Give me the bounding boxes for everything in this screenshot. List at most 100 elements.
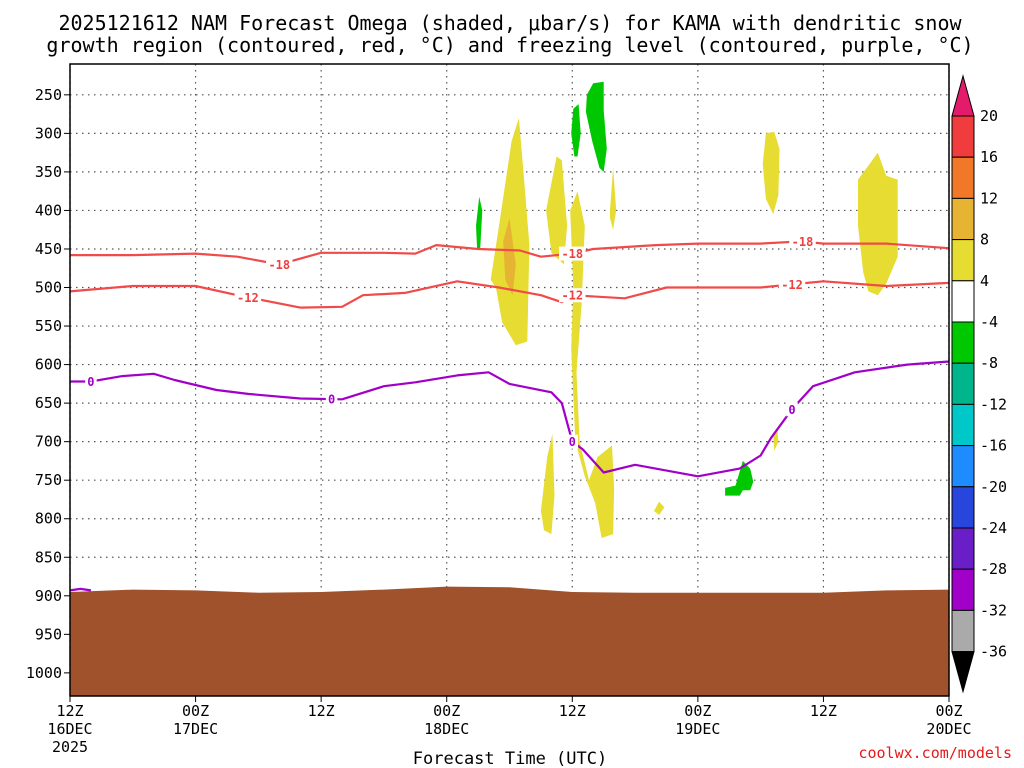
omega-region-sink-4-8-b: [585, 81, 607, 172]
colorbar-label: -24: [980, 519, 1007, 537]
y-tick-label: 450: [35, 240, 62, 258]
colorbar-bin: [951, 403, 975, 447]
colorbar-label: -20: [980, 478, 1007, 496]
y-axis: 250 300 350 400 450 500 550 600 650 700 750 800 850 9…: [26, 86, 70, 682]
grid-lines: [69, 64, 950, 696]
contour-line-0: [70, 360, 950, 478]
x-tick-time: 00Z: [684, 702, 711, 720]
x-tick-date: 17DEC: [173, 720, 218, 738]
colorbar-bin: [951, 445, 975, 488]
colorbar-label: -12: [980, 395, 1007, 413]
contour-label: -18: [561, 247, 583, 261]
y-tick-label: 650: [35, 394, 62, 412]
x-tick-date: 20DEC: [926, 720, 971, 738]
y-tick-label: 600: [35, 356, 62, 374]
watermark[interactable]: coolwx.com/models: [858, 744, 1012, 762]
y-tick-label: 950: [35, 625, 62, 643]
colorbar-bin-top: [951, 74, 975, 117]
x-tick-year: 2025: [52, 738, 88, 756]
colorbar-label: -16: [980, 437, 1007, 455]
contour-label: 0: [87, 375, 94, 389]
terrain-mask: [70, 586, 949, 696]
chart-title-line-1: 2025121612 NAM Forecast Omega (shaded, μ…: [58, 11, 962, 35]
colorbar-bin: [951, 568, 975, 611]
x-tick-time: 12Z: [559, 702, 586, 720]
colorbar-label: -32: [980, 601, 1007, 619]
contour-line-0-surface: [69, 587, 92, 592]
colorbar-bin-bottom: [951, 651, 975, 694]
y-tick-label: 550: [35, 317, 62, 335]
colorbar-bin: [951, 197, 975, 241]
contour-label-bg: [559, 288, 586, 303]
x-tick-date: 18DEC: [424, 720, 469, 738]
y-tick-label: 400: [35, 201, 62, 219]
y-tick-label: 1000: [26, 664, 62, 682]
x-tick-time: 00Z: [433, 702, 460, 720]
x-tick-time: 12Z: [308, 702, 335, 720]
colorbar-label: 12: [980, 189, 998, 207]
contour-label-bg: [325, 392, 338, 407]
y-tick-label: 800: [35, 510, 62, 528]
omega-region-sink-4-8-c: [476, 196, 483, 249]
omega-region-rise-4-8-e: [540, 434, 555, 535]
colorbar-label: 4: [980, 272, 989, 290]
contour-label-bg: [789, 234, 816, 249]
x-axis-title: Forecast Time (UTC): [413, 749, 607, 768]
x-tick-time: 00Z: [935, 702, 962, 720]
colorbar-label: -28: [980, 560, 1007, 578]
x-tick-date: 16DEC: [47, 720, 92, 738]
plot-frame: [69, 63, 950, 697]
contour-label-bg: [786, 402, 798, 417]
omega-region-rise-4-8-h: [858, 152, 898, 296]
colorbar-bin: [951, 609, 975, 653]
omega-region-rise-4-8-b: [546, 156, 568, 265]
contour-label: -12: [781, 278, 803, 292]
terrain-surface: [70, 586, 949, 696]
y-tick-label: 700: [35, 433, 62, 451]
colorbar-label: -4: [980, 313, 998, 331]
contour-line--18: [70, 240, 950, 266]
contour-label: 0: [328, 393, 335, 407]
y-tick-label: 250: [35, 86, 62, 104]
colorbar-label: -8: [980, 354, 998, 372]
contour-label: -12: [237, 291, 259, 305]
contour-label-bg: [566, 434, 579, 449]
omega-region-rise-4-8-d: [610, 168, 617, 230]
colorbar-label: 16: [980, 148, 998, 166]
colorbar-bin: [951, 239, 975, 282]
colorbar-bin: [951, 156, 975, 199]
colorbar-bin: [951, 362, 975, 405]
x-tick-date: 19DEC: [675, 720, 720, 738]
y-tick-label: 300: [35, 124, 62, 142]
omega-region-rise-8-12-a: [503, 218, 516, 296]
contour-label-bg: [559, 246, 586, 261]
chart-title-line-2: growth region (contoured, red, °C) and f…: [46, 33, 973, 57]
contour-label: 0: [569, 435, 576, 449]
omega-region-rise-4-8-f: [653, 501, 665, 515]
colorbar-label: -36: [980, 643, 1007, 661]
contour-label-bg: [234, 290, 262, 305]
colorbar-label: 20: [980, 107, 998, 125]
contour-label-bg: [266, 257, 293, 272]
contour-label: -12: [561, 289, 583, 303]
x-tick-time: 00Z: [182, 702, 209, 720]
y-tick-label: 750: [35, 471, 62, 489]
colorbar: 20 16 12 8 4 -4 -8 -12 -16 -20 -24 -28 -32 -36: [951, 74, 1007, 694]
x-tick-time: 12Z: [810, 702, 837, 720]
colorbar-bin: [951, 321, 975, 364]
y-tick-label: 900: [35, 587, 62, 605]
colorbar-label: 8: [980, 231, 989, 249]
omega-region-rise-4-8-g: [762, 131, 780, 215]
contour-label: -18: [792, 235, 814, 249]
y-tick-label: 350: [35, 163, 62, 181]
plot-area: -18 -18 -18 -12 -12 -12 0 0 0 0: [69, 63, 950, 697]
colorbar-bin: [951, 280, 975, 323]
y-tick-label: 500: [35, 279, 62, 297]
omega-region-sink-4-8-d: [725, 460, 754, 496]
omega-region-rise-4-8-c: [570, 191, 615, 538]
x-tick-time: 12Z: [56, 702, 83, 720]
colorbar-bin: [951, 115, 975, 158]
contour-label-bg: [85, 374, 97, 389]
colorbar-bin: [951, 527, 975, 570]
